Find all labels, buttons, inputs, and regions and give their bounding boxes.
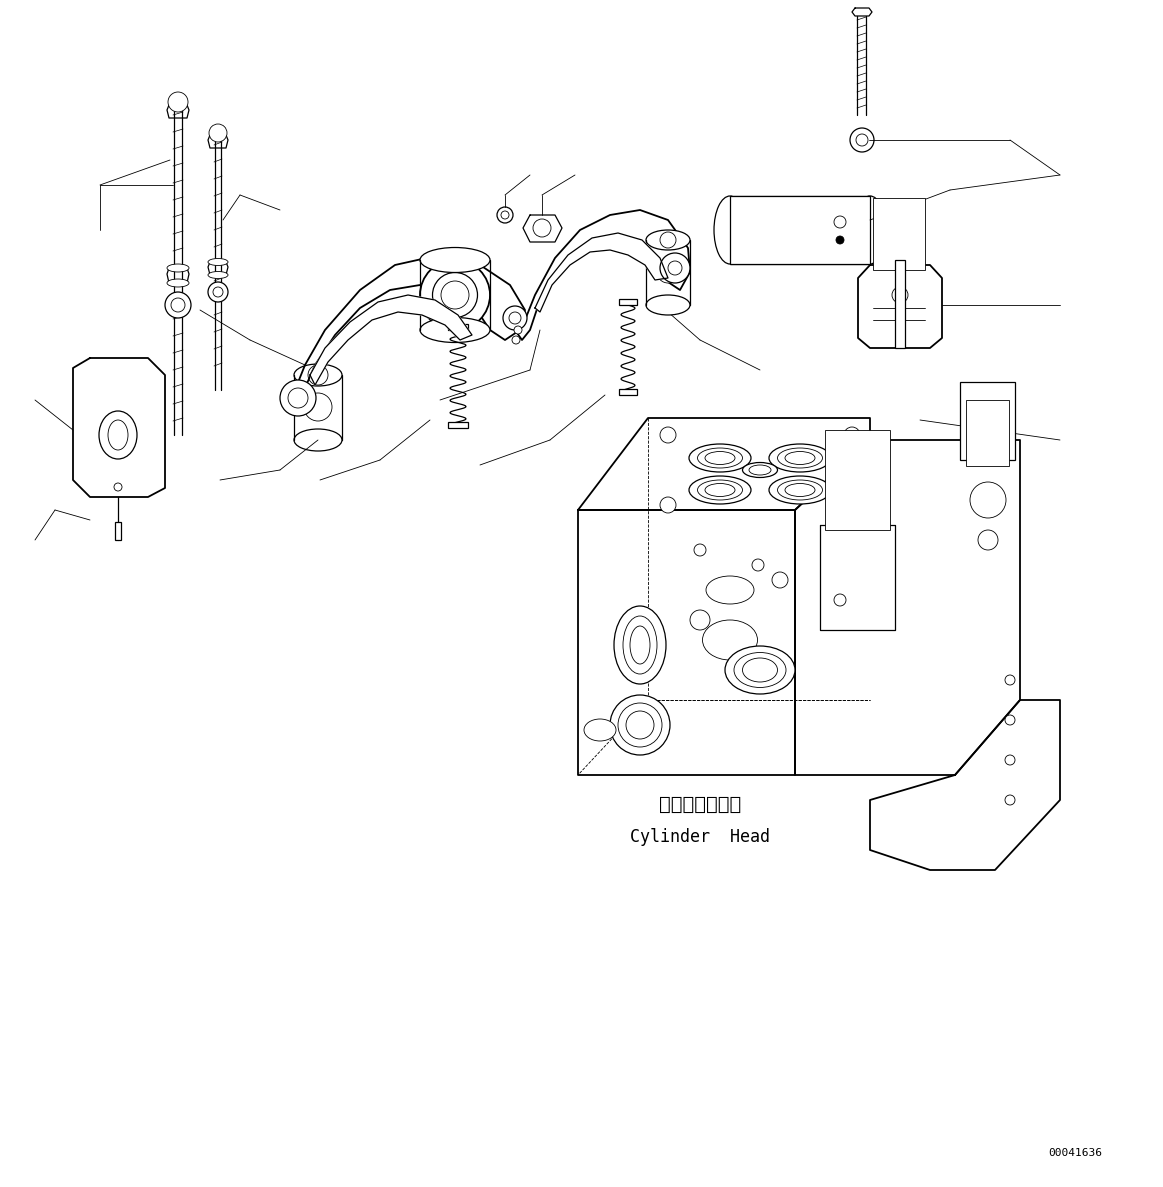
- Polygon shape: [820, 525, 896, 630]
- Ellipse shape: [420, 248, 490, 273]
- Ellipse shape: [614, 607, 666, 684]
- Circle shape: [978, 531, 998, 550]
- Circle shape: [844, 497, 859, 513]
- Circle shape: [690, 610, 709, 630]
- Bar: [966, 400, 1009, 466]
- Polygon shape: [311, 296, 472, 385]
- Ellipse shape: [854, 196, 886, 264]
- Circle shape: [167, 294, 190, 316]
- Ellipse shape: [688, 476, 751, 504]
- Circle shape: [970, 482, 1006, 518]
- Bar: [448, 423, 468, 429]
- Circle shape: [850, 128, 875, 152]
- Circle shape: [512, 336, 520, 344]
- Polygon shape: [578, 510, 795, 775]
- Circle shape: [659, 497, 676, 513]
- Text: Cylinder  Head: Cylinder Head: [630, 829, 770, 846]
- Polygon shape: [167, 104, 190, 118]
- Ellipse shape: [167, 279, 190, 287]
- Polygon shape: [852, 8, 872, 15]
- Circle shape: [836, 236, 844, 245]
- Ellipse shape: [584, 719, 616, 741]
- Ellipse shape: [734, 653, 786, 687]
- Text: シリンダヘッド: シリンダヘッド: [659, 795, 741, 814]
- Circle shape: [208, 283, 228, 301]
- Ellipse shape: [769, 476, 832, 504]
- Bar: [959, 382, 1015, 461]
- Ellipse shape: [742, 658, 778, 683]
- Circle shape: [497, 207, 513, 223]
- Circle shape: [514, 326, 522, 334]
- Circle shape: [834, 594, 846, 607]
- Ellipse shape: [725, 646, 795, 694]
- Polygon shape: [208, 135, 228, 148]
- Polygon shape: [208, 262, 228, 275]
- Circle shape: [1005, 755, 1015, 764]
- Bar: [619, 299, 637, 305]
- Ellipse shape: [294, 364, 342, 386]
- Circle shape: [657, 261, 679, 283]
- Ellipse shape: [208, 272, 228, 279]
- Ellipse shape: [645, 230, 690, 250]
- Circle shape: [1005, 715, 1015, 725]
- Circle shape: [304, 393, 331, 421]
- Polygon shape: [167, 268, 190, 283]
- Polygon shape: [870, 700, 1059, 870]
- Ellipse shape: [742, 463, 778, 477]
- Circle shape: [752, 559, 764, 571]
- Ellipse shape: [714, 196, 745, 264]
- Bar: [730, 196, 870, 264]
- Circle shape: [834, 216, 846, 228]
- Polygon shape: [523, 215, 562, 242]
- Bar: [873, 198, 925, 269]
- Polygon shape: [285, 255, 525, 410]
- Ellipse shape: [167, 264, 190, 272]
- Bar: [825, 430, 890, 531]
- Circle shape: [856, 134, 868, 146]
- Circle shape: [659, 253, 690, 283]
- Polygon shape: [515, 210, 690, 339]
- Bar: [448, 324, 468, 330]
- Circle shape: [504, 306, 527, 330]
- Circle shape: [165, 292, 191, 318]
- Polygon shape: [858, 265, 942, 348]
- Polygon shape: [795, 440, 1020, 775]
- Circle shape: [280, 380, 316, 415]
- Ellipse shape: [688, 444, 751, 472]
- Ellipse shape: [294, 429, 342, 451]
- Ellipse shape: [706, 576, 754, 604]
- Circle shape: [209, 123, 227, 142]
- Circle shape: [694, 544, 706, 556]
- Ellipse shape: [208, 259, 228, 266]
- Ellipse shape: [769, 444, 832, 472]
- Ellipse shape: [702, 620, 757, 660]
- Circle shape: [167, 93, 188, 112]
- Ellipse shape: [420, 260, 490, 330]
- Circle shape: [772, 572, 789, 588]
- Circle shape: [1005, 675, 1015, 685]
- Polygon shape: [535, 233, 668, 312]
- Circle shape: [1005, 795, 1015, 805]
- Ellipse shape: [99, 411, 137, 459]
- Ellipse shape: [433, 273, 478, 317]
- Text: 00041636: 00041636: [1048, 1148, 1103, 1159]
- Polygon shape: [578, 418, 870, 510]
- Bar: [619, 389, 637, 395]
- Bar: [115, 522, 121, 540]
- Bar: [896, 260, 905, 348]
- Ellipse shape: [420, 317, 490, 343]
- Ellipse shape: [645, 296, 690, 315]
- Ellipse shape: [611, 696, 670, 755]
- Polygon shape: [73, 358, 165, 497]
- Circle shape: [659, 427, 676, 443]
- Circle shape: [844, 427, 859, 443]
